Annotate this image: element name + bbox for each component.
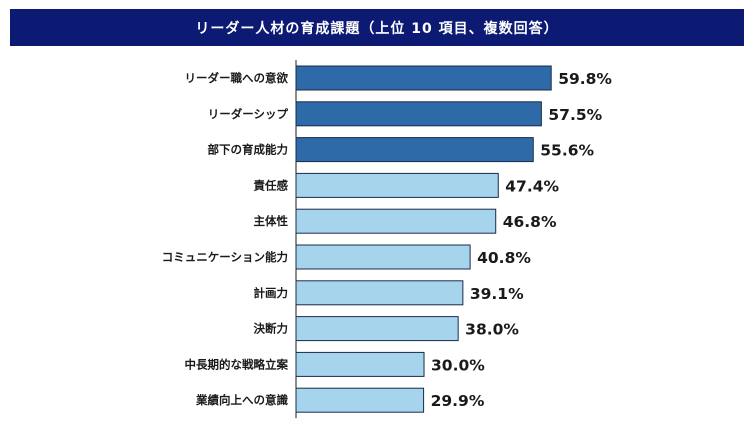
bar-3 (295, 137, 534, 163)
category-label-10: 業績向上への意識 (195, 393, 288, 407)
value-label-5: 46.8% (503, 213, 557, 231)
category-label-9: 中長期的な戦略立案 (185, 357, 289, 371)
bar-1 (295, 65, 552, 91)
category-label-3: 部下の育成能力 (208, 143, 289, 157)
category-label-8: 決断力 (254, 322, 289, 336)
bar-7 (295, 280, 464, 306)
bar-10 (295, 387, 425, 413)
bar-9 (295, 351, 425, 377)
value-label-6: 40.8% (477, 249, 531, 267)
category-label-7: 計画力 (254, 286, 289, 300)
category-label-2: リーダーシップ (208, 107, 289, 121)
bar-8 (295, 316, 459, 342)
value-label-1: 59.8% (558, 70, 612, 88)
value-label-10: 29.9% (431, 392, 485, 410)
bar-4 (295, 172, 499, 198)
value-label-8: 38.0% (465, 321, 519, 339)
value-label-2: 57.5% (548, 106, 602, 124)
value-label-3: 55.6% (540, 142, 594, 160)
bar-2 (295, 101, 542, 127)
chart-title: リーダー人材の育成課題（上位 10 項目、複数回答） (10, 9, 744, 46)
bar-6 (295, 244, 471, 270)
bar-5 (295, 208, 497, 234)
category-label-4: 責任感 (254, 178, 289, 192)
category-label-1: リーダー職への意欲 (185, 71, 289, 85)
category-label-6: コミュニケーション能力 (162, 250, 288, 264)
value-label-7: 39.1% (470, 285, 524, 303)
value-label-4: 47.4% (505, 177, 559, 195)
value-label-9: 30.0% (431, 356, 485, 374)
category-label-5: 主体性 (254, 214, 289, 228)
